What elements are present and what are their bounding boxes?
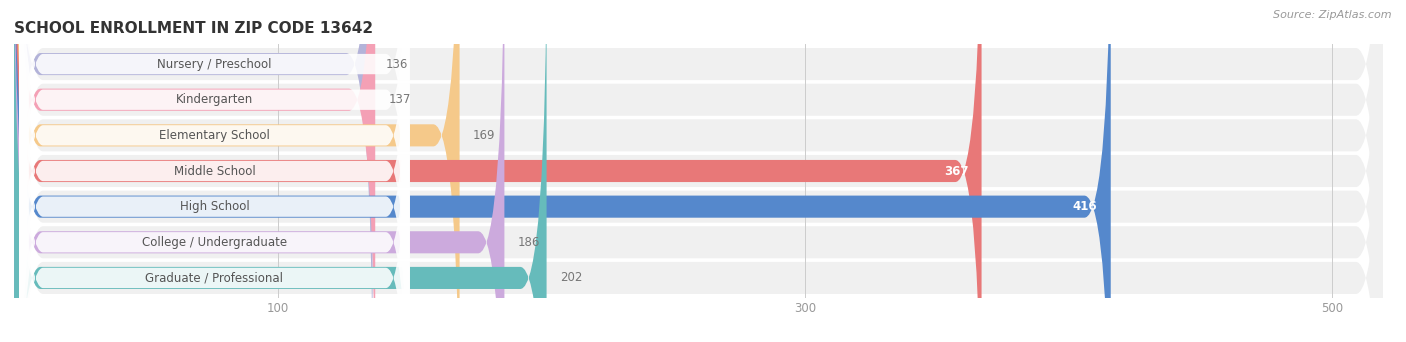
FancyBboxPatch shape [14, 0, 1111, 342]
Text: Graduate / Professional: Graduate / Professional [145, 272, 284, 285]
FancyBboxPatch shape [17, 0, 1382, 342]
FancyBboxPatch shape [17, 0, 1382, 342]
FancyBboxPatch shape [17, 0, 1382, 342]
FancyBboxPatch shape [14, 0, 375, 342]
FancyBboxPatch shape [20, 0, 409, 342]
FancyBboxPatch shape [17, 0, 1382, 342]
FancyBboxPatch shape [17, 0, 1382, 342]
Text: College / Undergraduate: College / Undergraduate [142, 236, 287, 249]
FancyBboxPatch shape [20, 0, 409, 342]
FancyBboxPatch shape [14, 0, 981, 342]
Text: 169: 169 [472, 129, 495, 142]
Text: High School: High School [180, 200, 249, 213]
Text: 186: 186 [517, 236, 540, 249]
Text: 416: 416 [1073, 200, 1098, 213]
Text: 367: 367 [943, 165, 969, 177]
FancyBboxPatch shape [20, 0, 409, 342]
FancyBboxPatch shape [20, 0, 409, 342]
Text: 136: 136 [385, 57, 408, 70]
Text: Source: ZipAtlas.com: Source: ZipAtlas.com [1274, 10, 1392, 20]
FancyBboxPatch shape [20, 0, 409, 342]
Text: SCHOOL ENROLLMENT IN ZIP CODE 13642: SCHOOL ENROLLMENT IN ZIP CODE 13642 [14, 21, 373, 36]
Text: 137: 137 [388, 93, 411, 106]
Text: Kindergarten: Kindergarten [176, 93, 253, 106]
FancyBboxPatch shape [14, 0, 505, 342]
Text: Middle School: Middle School [173, 165, 256, 177]
Text: 202: 202 [560, 272, 582, 285]
Text: Elementary School: Elementary School [159, 129, 270, 142]
FancyBboxPatch shape [17, 0, 1382, 342]
FancyBboxPatch shape [14, 0, 547, 342]
FancyBboxPatch shape [20, 0, 409, 342]
FancyBboxPatch shape [20, 0, 409, 342]
FancyBboxPatch shape [17, 0, 1382, 342]
FancyBboxPatch shape [14, 0, 373, 342]
Text: Nursery / Preschool: Nursery / Preschool [157, 57, 271, 70]
FancyBboxPatch shape [14, 0, 460, 342]
